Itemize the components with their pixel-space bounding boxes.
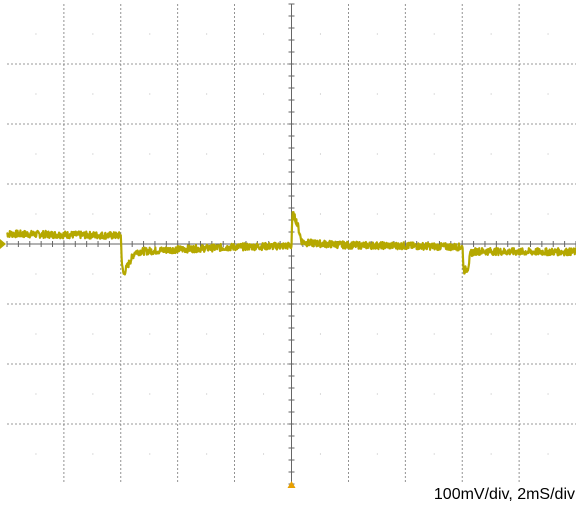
grid-dot	[92, 33, 94, 35]
grid-dot	[263, 33, 265, 35]
grid-dot	[319, 153, 321, 155]
grid-dot	[149, 453, 151, 455]
grid-dot	[206, 213, 208, 215]
grid-dot	[35, 333, 37, 335]
grid-dot	[206, 333, 208, 335]
grid-dot	[547, 453, 549, 455]
grid-dot	[206, 153, 208, 155]
grid-dot	[319, 93, 321, 95]
trigger-marker	[287, 481, 296, 488]
grid-dot	[433, 273, 435, 275]
grid-dot	[92, 273, 94, 275]
grid-dot	[490, 93, 492, 95]
grid-dot	[547, 153, 549, 155]
grid-dot	[35, 153, 37, 155]
grid-dot	[433, 93, 435, 95]
grid-dot	[35, 93, 37, 95]
grid-dot	[433, 33, 435, 35]
grid-dot	[319, 333, 321, 335]
grid-dot	[433, 453, 435, 455]
grid-dot	[263, 93, 265, 95]
grid-dot	[263, 333, 265, 335]
grid-dot	[92, 93, 94, 95]
grid-dot	[319, 213, 321, 215]
grid-dot	[92, 333, 94, 335]
grid-dot	[547, 333, 549, 335]
grid-dot	[206, 93, 208, 95]
grid-dot	[433, 153, 435, 155]
grid-dot	[35, 213, 37, 215]
signal-trace	[6, 211, 576, 276]
grid-dot	[433, 333, 435, 335]
grid-dot	[92, 153, 94, 155]
grid-dot	[206, 393, 208, 395]
grid-dot	[319, 393, 321, 395]
grid-dot	[547, 33, 549, 35]
grid-dot	[376, 393, 378, 395]
grid-dot	[376, 273, 378, 275]
grid-dot	[376, 153, 378, 155]
grid-dot	[547, 93, 549, 95]
grid-dot	[433, 213, 435, 215]
grid-dot	[490, 33, 492, 35]
grid-dot	[92, 453, 94, 455]
grid-dot	[490, 333, 492, 335]
grid-dot	[263, 153, 265, 155]
grid-dot	[149, 213, 151, 215]
grid-dot	[206, 453, 208, 455]
trace-line	[6, 211, 576, 276]
grid-dot	[376, 93, 378, 95]
grid-dot	[490, 153, 492, 155]
grid-dot	[490, 453, 492, 455]
grid-dot	[376, 453, 378, 455]
grid-dot	[263, 213, 265, 215]
grid-dot	[263, 393, 265, 395]
grid-dot	[490, 273, 492, 275]
grid-dot	[376, 33, 378, 35]
grid-dot	[35, 273, 37, 275]
grid-dot	[547, 393, 549, 395]
grid-dot	[92, 393, 94, 395]
grid-dot	[319, 273, 321, 275]
grid-dot	[376, 213, 378, 215]
grid-dot	[35, 33, 37, 35]
grid-dot	[263, 453, 265, 455]
grid-dot	[149, 93, 151, 95]
grid-dot	[35, 453, 37, 455]
channel-marker	[0, 239, 6, 249]
grid-dot	[433, 393, 435, 395]
grid-dot	[319, 33, 321, 35]
grid-dot	[547, 273, 549, 275]
grid-dot	[263, 273, 265, 275]
grid-dot	[319, 453, 321, 455]
grid-dot	[149, 33, 151, 35]
grid-dot	[92, 213, 94, 215]
grid-dot	[149, 393, 151, 395]
grid-dot	[35, 393, 37, 395]
scale-caption: 100mV/div, 2mS/div	[433, 486, 575, 503]
grid-dot	[490, 213, 492, 215]
grid-dot	[376, 333, 378, 335]
grid-dot	[149, 273, 151, 275]
grid-dot	[149, 153, 151, 155]
grid-dot	[206, 33, 208, 35]
grid-dot	[547, 213, 549, 215]
grid-dot	[149, 333, 151, 335]
grid-dot	[490, 393, 492, 395]
grid-dot	[206, 273, 208, 275]
